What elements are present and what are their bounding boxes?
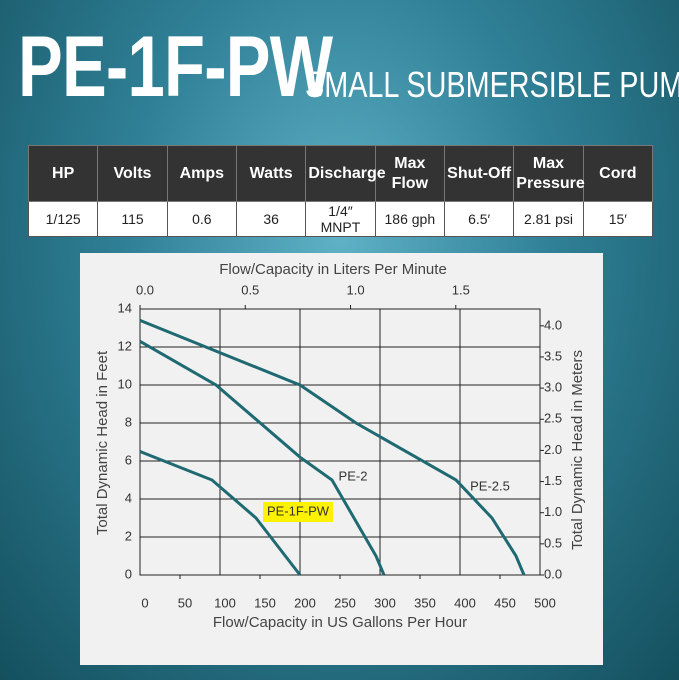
y2-tick-label: 0.0 [544, 566, 562, 581]
x-axis-title: Flow/Capacity in US Gallons Per Hour [213, 614, 467, 631]
x-tick-label: 500 [534, 595, 556, 610]
y-tick-label: 6 [125, 452, 132, 467]
x-tick-label: 100 [214, 595, 236, 610]
x-tick-label: 250 [334, 595, 356, 610]
chart-panel [80, 253, 603, 665]
y2-tick-label: 0.5 [544, 535, 562, 550]
y-tick-label: 12 [118, 338, 132, 353]
plot-frame [139, 308, 541, 576]
y2-tick-label: 2.5 [544, 411, 562, 426]
x-tick-label: 50 [178, 595, 192, 610]
x2-tick-label: 0.5 [241, 282, 259, 297]
column-header: Volts [97, 145, 168, 202]
x-tick-label: 150 [254, 595, 276, 610]
series-line [139, 319, 526, 576]
y2-tick-label: 3.0 [544, 380, 562, 395]
table-cell: 1/4″ MNPT [305, 201, 376, 237]
y2-tick-label: 1.0 [544, 504, 562, 519]
y2-tick-label: 3.5 [544, 348, 562, 363]
series-label: PE-2.5 [470, 478, 510, 493]
label-highlight [263, 502, 333, 522]
x-tick-label: 400 [454, 595, 476, 610]
y-tick-label: 2 [125, 528, 132, 543]
y2-axis-title: Total Dynamic Head in Meters [569, 350, 586, 550]
table-cell: 186 gph [374, 201, 445, 237]
x2-tick-label: 1.5 [452, 282, 470, 297]
spec-table: HP Volts Amps Watts Discharge Max Flow Shut-Of… [27, 145, 654, 237]
table-cell: 1/125 [27, 201, 99, 237]
y-tick-label: 10 [118, 376, 132, 391]
x2-tick-label: 0.0 [136, 282, 154, 297]
column-header: Discharge [305, 145, 386, 202]
y-axis-title: Total Dynamic Head in Feet [94, 350, 111, 535]
y2-tick-label: 1.5 [544, 473, 562, 488]
x2-axis-title: Flow/Capacity in Liters Per Minute [219, 261, 447, 278]
column-header: Max Flow [374, 145, 445, 202]
x-tick-label: 200 [294, 595, 316, 610]
series-label: PE-2 [339, 468, 368, 483]
column-header: Amps [166, 145, 237, 202]
x-tick-label: 0 [141, 595, 148, 610]
table-cell: 2.81 psi [513, 201, 584, 237]
x-tick-label: 350 [414, 595, 436, 610]
table-cell: 0.6 [166, 201, 237, 237]
table-cell: 36 [235, 201, 307, 237]
y2-tick-label: 2.0 [544, 442, 562, 457]
table-row: 1/125 115 0.6 36 1/4″ MNPT 186 gph 6.5′ 2.81 ps… [27, 201, 654, 237]
table-cell: 15′ [582, 201, 654, 237]
column-header: HP [27, 145, 99, 202]
product-subtitle: SMALL SUBMERSIBLE PUMP [305, 64, 679, 105]
y2-tick-label: 4.0 [544, 317, 562, 332]
column-header: Watts [235, 145, 307, 202]
series-label: PE-1F-PW [267, 503, 330, 518]
series-line [139, 450, 302, 576]
column-header: Cord [582, 145, 654, 202]
y-tick-label: 0 [125, 566, 132, 581]
table-cell: 115 [97, 201, 168, 237]
y-tick-label: 4 [125, 490, 132, 505]
product-title: PE-1F-PW [18, 19, 333, 115]
series-line [139, 339, 386, 576]
y-tick-label: 14 [118, 300, 132, 315]
x-tick-label: 300 [374, 595, 396, 610]
x2-tick-label: 1.0 [346, 282, 364, 297]
table-cell: 6.5′ [443, 201, 515, 237]
y-tick-label: 8 [125, 414, 132, 429]
column-header: Shut-Off [443, 145, 515, 202]
x-tick-label: 450 [494, 595, 516, 610]
